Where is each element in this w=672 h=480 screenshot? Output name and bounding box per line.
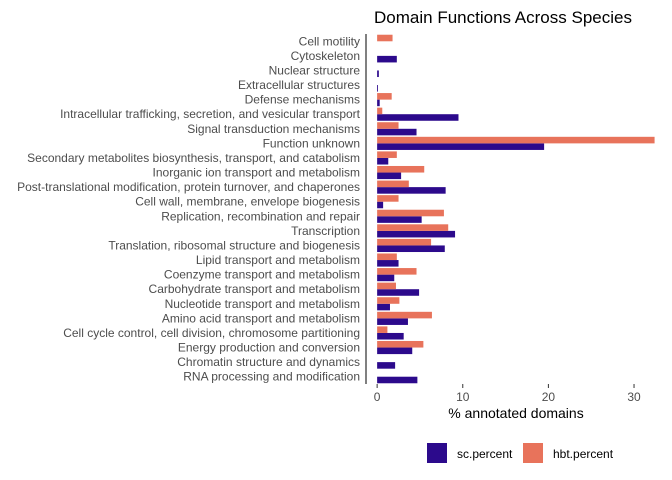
bar-sc-percent [377, 303, 390, 311]
bar-sc-percent [377, 143, 545, 150]
category-label: Cytoskeleton [291, 49, 360, 63]
category-label: Defense mechanisms [245, 93, 360, 107]
bar-sc-percent [377, 230, 456, 238]
bar-sc-percent [377, 55, 397, 63]
legend-swatch-hbt-percent [523, 443, 543, 463]
bar-sc-percent [377, 172, 402, 180]
x-axis-title: % annotated domains [448, 405, 583, 421]
legend-swatch-sc-percent [427, 443, 447, 463]
bar-hbt-percent [377, 136, 655, 144]
bar-sc-percent [377, 332, 404, 340]
bar-sc-percent [377, 187, 446, 194]
legend: sc.percent hbt.percent [427, 443, 614, 463]
bar-sc-percent [377, 260, 399, 267]
x-tick-label: 20 [542, 390, 556, 404]
bar-hbt-percent [377, 282, 396, 290]
bar-hbt-percent [377, 340, 424, 348]
bar-hbt-percent [377, 34, 393, 42]
bar-sc-percent [377, 128, 417, 136]
bar-sc-percent [377, 85, 378, 92]
bar-hbt-percent [377, 180, 409, 188]
x-axis-ticks: 0 10 20 30 [374, 384, 641, 404]
legend-label-hbt-percent: hbt.percent [553, 447, 614, 461]
bar-sc-percent [377, 201, 384, 209]
chart-title: Domain Functions Across Species [374, 8, 632, 27]
bar-sc-percent [377, 376, 418, 384]
category-label: Inorganic ion transport and metabolism [153, 166, 360, 180]
category-label: Lipid transport and metabolism [196, 253, 360, 267]
category-label: Nucleotide transport and metabolism [165, 297, 360, 311]
category-label: Chromatin structure and dynamics [177, 355, 360, 369]
bar-hbt-percent [377, 311, 432, 319]
bar-sc-percent [377, 347, 413, 355]
category-label: Signal transduction mechanisms [187, 122, 360, 136]
bar-sc-percent [377, 362, 396, 369]
bar-hbt-percent [377, 122, 399, 129]
bar-hbt-percent [377, 238, 432, 246]
category-label: Cell cycle control, cell division, chrom… [63, 326, 360, 340]
bar-hbt-percent [377, 297, 400, 304]
category-label: RNA processing and modification [183, 370, 360, 384]
bar-sc-percent [377, 318, 408, 325]
category-label: Secondary metabolites biosynthesis, tran… [27, 151, 360, 165]
bar-sc-percent [377, 157, 389, 165]
bars [377, 34, 655, 384]
x-tick-label: 0 [374, 390, 381, 404]
category-label: Cell wall, membrane, envelope biogenesis [135, 195, 360, 209]
bar-hbt-percent [377, 107, 383, 115]
x-tick-label: 10 [456, 390, 470, 404]
legend-label-sc-percent: sc.percent [457, 447, 513, 461]
bar-sc-percent [377, 99, 380, 107]
category-label: Energy production and conversion [178, 341, 360, 355]
bar-hbt-percent [377, 93, 392, 100]
category-label: Carbohydrate transport and metabolism [149, 282, 360, 296]
bar-hbt-percent [377, 326, 388, 333]
category-label: Transcription [291, 224, 360, 238]
bar-sc-percent [377, 245, 445, 253]
bar-sc-percent [377, 216, 422, 223]
bar-sc-percent [377, 274, 395, 282]
bar-hbt-percent [377, 165, 425, 173]
bar-hbt-percent [377, 224, 449, 231]
bar-hbt-percent [377, 151, 397, 158]
category-label: Intracellular trafficking, secretion, an… [60, 107, 361, 121]
category-label: Post-translational modification, protein… [17, 180, 360, 194]
category-label: Extracellular structures [238, 78, 360, 92]
category-label: Nuclear structure [269, 63, 361, 77]
bar-sc-percent [377, 70, 379, 78]
category-label: Translation, ribosomal structure and bio… [108, 238, 360, 252]
category-label: Cell motility [299, 34, 360, 48]
category-label: Replication, recombination and repair [161, 209, 360, 223]
bar-sc-percent [377, 114, 459, 121]
category-label: Amino acid transport and metabolism [162, 311, 360, 325]
bar-hbt-percent [377, 253, 397, 261]
x-tick-label: 30 [627, 390, 641, 404]
category-label: Coenzyme transport and metabolism [164, 268, 360, 282]
bar-hbt-percent [377, 195, 399, 202]
bar-sc-percent [377, 289, 420, 296]
bar-hbt-percent [377, 268, 417, 275]
category-label: Function unknown [263, 136, 360, 150]
bar-hbt-percent [377, 209, 444, 217]
